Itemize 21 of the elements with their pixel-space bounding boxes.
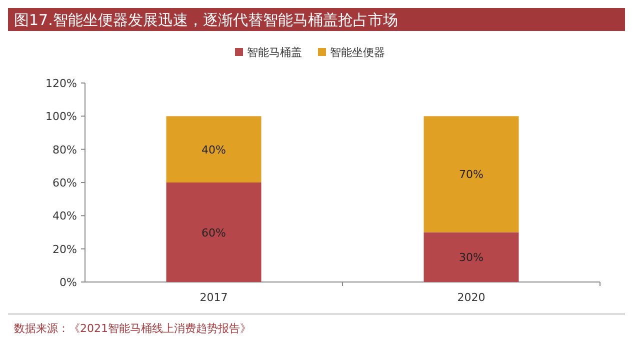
bar xyxy=(424,116,519,232)
data-label: 40% xyxy=(202,143,226,156)
source-note: 数据来源：《2021智能马桶线上消费趋势报告》 xyxy=(14,322,251,335)
x-tick-label: 2017 xyxy=(200,291,228,304)
chart-title: 图17.智能坐便器发展迅速，逐渐代替智能马桶盖抢占市场 xyxy=(14,11,398,29)
legend-label: 智能坐便器 xyxy=(330,46,385,59)
bar xyxy=(166,182,262,282)
data-label: 70% xyxy=(459,168,484,182)
y-tick-label: 80% xyxy=(52,143,77,156)
y-tick-label: 100% xyxy=(46,110,77,124)
bar xyxy=(166,116,262,182)
data-label: 30% xyxy=(459,251,484,264)
x-tick-label: 2020 xyxy=(457,291,486,304)
legend-label: 智能马桶盖 xyxy=(247,46,302,59)
y-tick-label: 20% xyxy=(52,242,77,256)
bar xyxy=(424,232,519,282)
y-tick-label: 40% xyxy=(52,210,77,223)
y-tick-label: 120% xyxy=(46,77,77,90)
data-label: 60% xyxy=(202,226,226,240)
y-tick-label: 60% xyxy=(52,176,77,190)
y-tick-label: 0% xyxy=(60,276,77,289)
